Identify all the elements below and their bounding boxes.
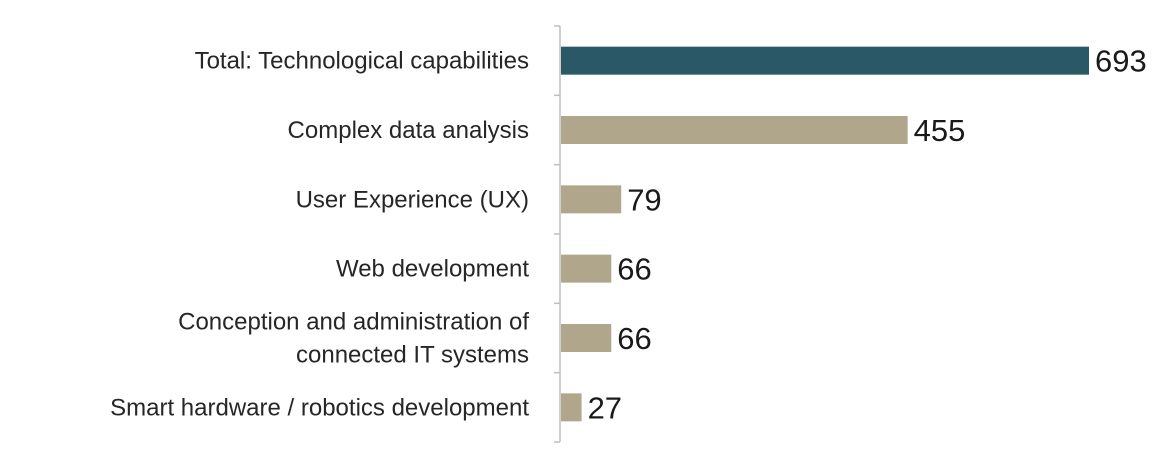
bar: [561, 46, 1089, 75]
bar: [561, 393, 582, 422]
value-label: 455: [914, 113, 966, 148]
category-label: Web development: [336, 256, 529, 283]
value-label: 27: [588, 390, 622, 425]
bars: [561, 46, 1089, 422]
category-label: User Experience (UX): [296, 186, 529, 213]
bar: [561, 116, 908, 144]
value-label: 66: [617, 252, 651, 287]
value-label: 693: [1095, 44, 1147, 79]
value-label: 79: [627, 182, 661, 217]
category-label: Smart hardware / robotics development: [110, 394, 529, 421]
category-label: connected IT systems: [296, 342, 529, 369]
bar: [561, 324, 612, 352]
category-label: Conception and administration of: [178, 309, 529, 336]
bar: [561, 185, 622, 214]
category-label: Total: Technological capabilities: [195, 48, 529, 75]
category-axis: [554, 25, 561, 443]
value-label: 66: [617, 321, 651, 356]
bar: [561, 254, 612, 283]
value-labels: 693 455 79 66 66 27: [588, 44, 1147, 426]
category-labels: Total: Technological capabilities Complex…: [110, 48, 529, 422]
category-label: Complex data analysis: [288, 117, 529, 144]
